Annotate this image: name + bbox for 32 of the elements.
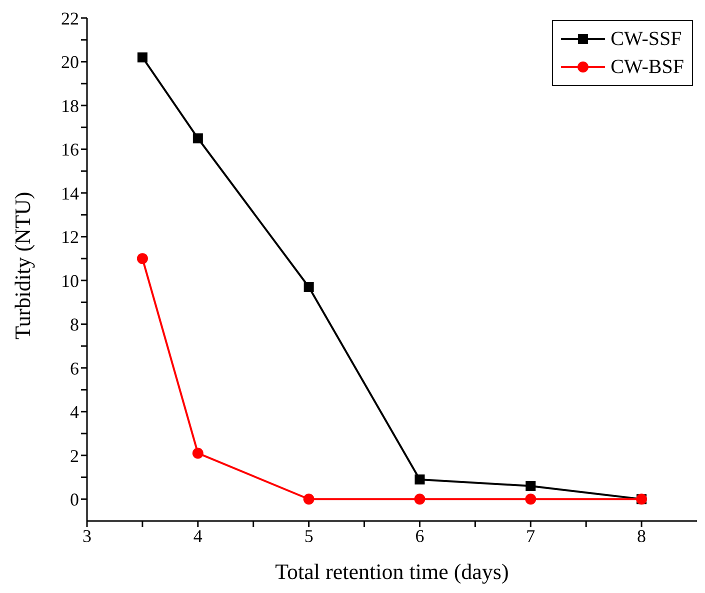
y-tick-label: 14	[61, 183, 79, 204]
point	[192, 133, 203, 144]
x-tick-label: 3	[82, 526, 92, 546]
point	[137, 52, 148, 62]
y-tick-label: 10	[61, 270, 79, 291]
legend-label: CW-SSF	[610, 28, 682, 50]
point	[192, 448, 204, 459]
point	[303, 494, 314, 505]
x-tick-label: 6	[415, 526, 424, 546]
x-axis-title: Total retention time (days)	[275, 559, 509, 584]
point	[525, 494, 536, 505]
point	[414, 474, 425, 484]
x-tick-label: 5	[304, 526, 314, 546]
x-tick-label: 8	[637, 526, 646, 546]
x-tick-label: 4	[193, 526, 202, 546]
y-tick-label: 20	[61, 52, 79, 72]
y-tick-label: 16	[61, 140, 79, 160]
point	[304, 282, 314, 292]
y-tick-label: 18	[61, 96, 79, 116]
y-tick-label: 4	[70, 402, 79, 422]
y-tick-label: 0	[70, 490, 79, 510]
y-tick-label: 2	[70, 446, 79, 466]
x-tick-label: 7	[526, 526, 536, 546]
y-axis-title: Turbidity (NTU)	[10, 192, 35, 340]
point	[526, 481, 536, 492]
point	[136, 253, 148, 264]
y-tick-label: 6	[70, 358, 79, 378]
y-tick-label: 8	[70, 314, 79, 335]
y-tick-label: 12	[61, 227, 79, 248]
legend-label: CW-BSF	[610, 56, 684, 78]
point	[414, 494, 426, 505]
y-tick-label: 22	[61, 8, 79, 28]
